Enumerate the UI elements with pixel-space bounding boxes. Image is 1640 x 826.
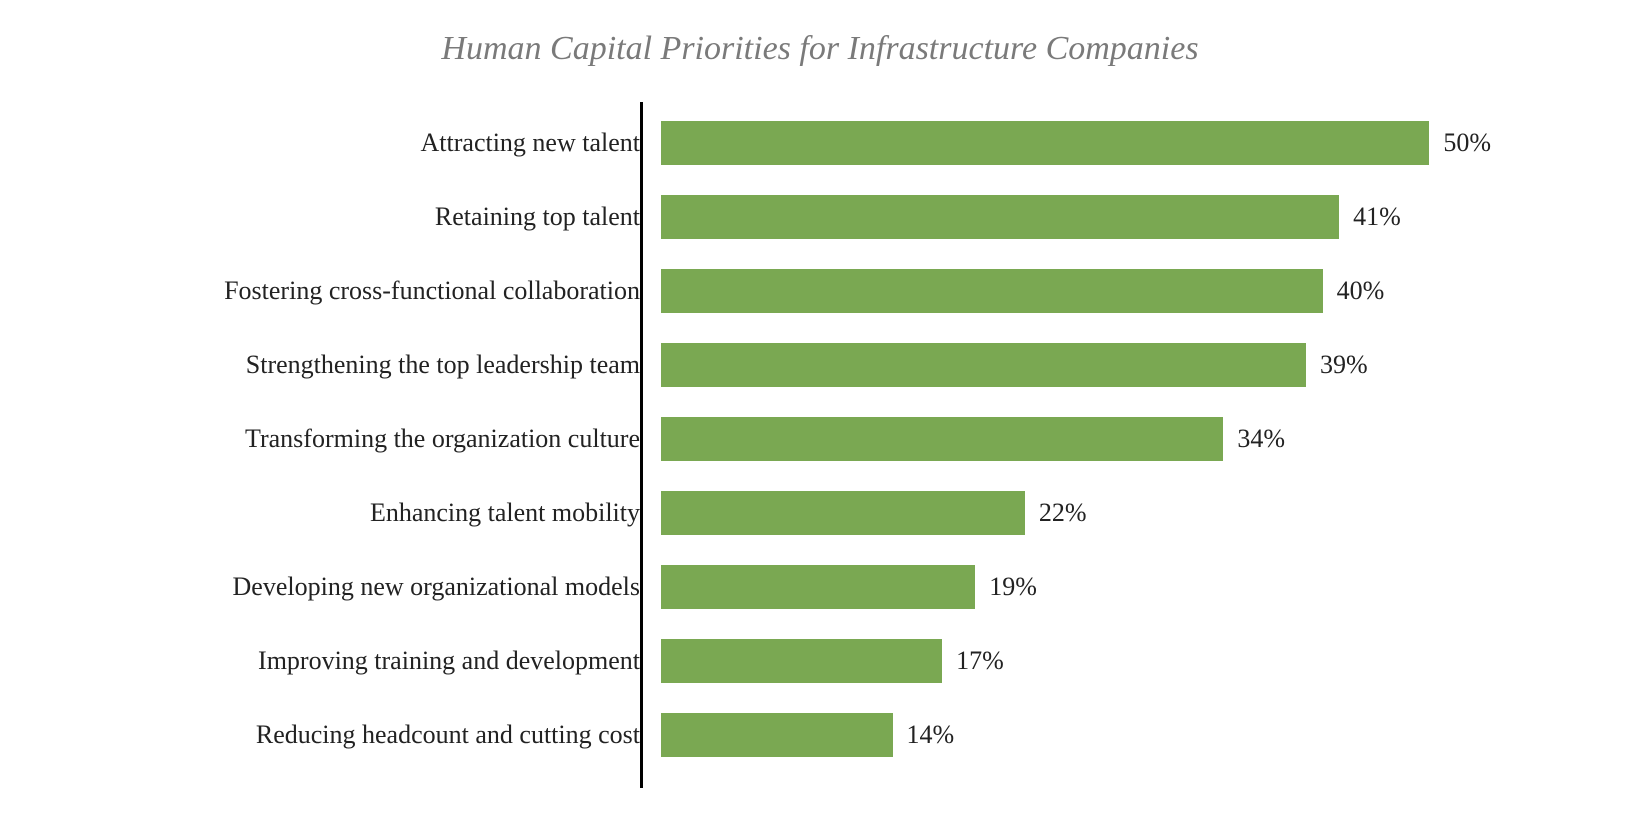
bar-row: Enhancing talent mobility 22% (100, 478, 1540, 548)
bar-row: Retaining top talent 41% (100, 182, 1540, 252)
bar (661, 417, 1223, 460)
bar-row: Attracting new talent 50% (100, 108, 1540, 178)
bar-row: Developing new organizational models 19% (100, 552, 1540, 622)
bar-cell: 19% (658, 552, 1491, 622)
value-label: 41% (1353, 202, 1401, 232)
category-label: Fostering cross-functional collaboration (100, 276, 658, 306)
bar-cell: 14% (658, 700, 1491, 770)
value-label: 22% (1039, 498, 1087, 528)
bar-cell: 40% (658, 256, 1491, 326)
value-label: 50% (1443, 128, 1491, 158)
value-label: 40% (1337, 276, 1385, 306)
bar (661, 565, 975, 608)
bar (661, 491, 1025, 534)
value-label: 17% (956, 646, 1004, 676)
category-label: Transforming the organization culture (100, 424, 658, 454)
bar-cell: 22% (658, 478, 1491, 548)
category-label: Reducing headcount and cutting cost (100, 720, 658, 750)
bar (661, 121, 1429, 164)
value-label: 34% (1237, 424, 1285, 454)
chart-plot-area: Attracting new talent 50% Retaining top ta… (100, 108, 1540, 770)
bar-cell: 34% (658, 404, 1491, 474)
bar-cell: 50% (658, 108, 1491, 178)
bar-row: Fostering cross-functional collaboration… (100, 256, 1540, 326)
bar (661, 639, 942, 682)
bar (661, 713, 893, 756)
category-label: Improving training and development (100, 646, 658, 676)
y-axis-line (640, 102, 643, 788)
category-label: Enhancing talent mobility (100, 498, 658, 528)
category-label: Retaining top talent (100, 202, 658, 232)
bar-cell: 39% (658, 330, 1491, 400)
value-label: 14% (907, 720, 955, 750)
value-label: 19% (989, 572, 1037, 602)
bar-cell: 17% (658, 626, 1491, 696)
value-label: 39% (1320, 350, 1368, 380)
bar (661, 343, 1306, 386)
bar (661, 195, 1339, 238)
bar-row: Strengthening the top leadership team 39% (100, 330, 1540, 400)
bar (661, 269, 1323, 312)
bar-row: Improving training and development 17% (100, 626, 1540, 696)
bar-cell: 41% (658, 182, 1491, 252)
category-label: Attracting new talent (100, 128, 658, 158)
bar-row: Transforming the organization culture 34% (100, 404, 1540, 474)
category-label: Strengthening the top leadership team (100, 350, 658, 380)
bar-row: Reducing headcount and cutting cost 14% (100, 700, 1540, 770)
chart-container: Human Capital Priorities for Infrastruct… (0, 0, 1640, 826)
chart-title: Human Capital Priorities for Infrastruct… (60, 30, 1580, 68)
category-label: Developing new organizational models (100, 572, 658, 602)
